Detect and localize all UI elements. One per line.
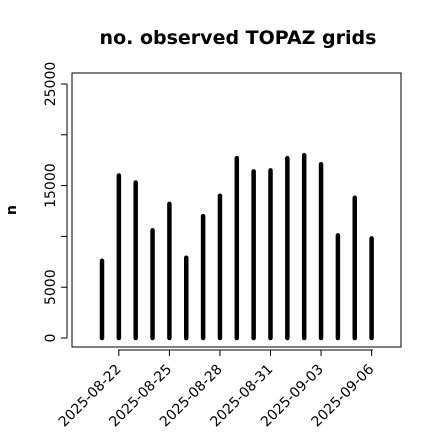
y-tick-label: 5000 (43, 269, 59, 305)
y-axis-label: n (4, 205, 20, 215)
y-tick-label: 25000 (43, 62, 59, 107)
y-tick-label: 15000 (43, 163, 59, 208)
chart-title: no. observed TOPAZ grids (100, 27, 377, 49)
y-ticks-group: 0 5000 15000 25000 (43, 62, 67, 343)
bars-group (102, 155, 372, 338)
y-tick-label: 0 (43, 334, 59, 343)
x-ticks-group: 2025-08-222025-08-252025-08-282025-08-31… (56, 350, 378, 430)
